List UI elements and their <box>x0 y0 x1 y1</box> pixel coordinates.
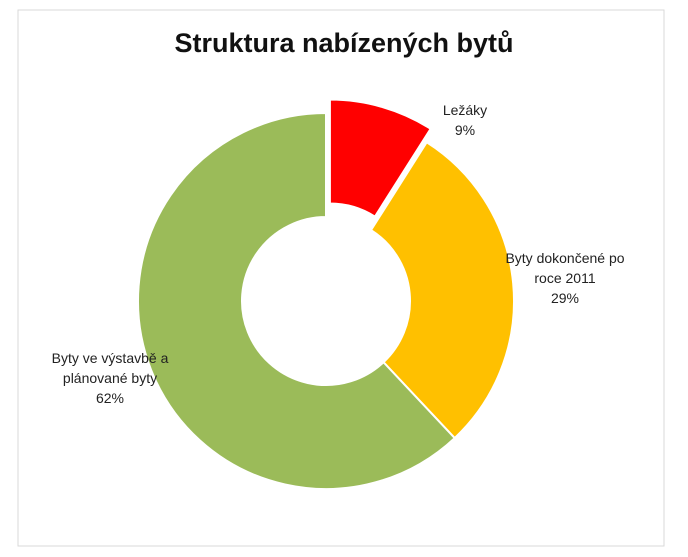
value-label: 9% <box>454 122 476 138</box>
data-label: Byty dokončené po roce 2011 29% <box>505 248 625 308</box>
chart-frame <box>17 9 665 547</box>
chart-title: Struktura nabízených bytů <box>174 28 514 58</box>
category-label: Byty dokončené po roce 2011 <box>505 250 625 286</box>
data-label: Byty ve výstavbě a plánované byty 62% <box>40 348 180 408</box>
value-label: 29% <box>550 290 580 306</box>
value-label: 62% <box>95 390 125 406</box>
category-label: Byty ve výstavbě a plánované byty <box>51 350 169 386</box>
category-label: Ležáky <box>442 102 488 118</box>
donut-slice <box>328 98 433 219</box>
data-label: Ležáky 9% <box>425 100 505 140</box>
donut-slice <box>137 111 457 490</box>
donut-slice <box>369 140 515 440</box>
